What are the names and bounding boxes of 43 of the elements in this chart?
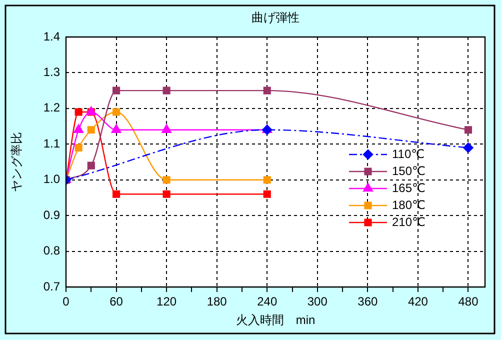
y-tick-label: 0.8	[43, 244, 60, 258]
y-tick-label: 1.3	[43, 65, 60, 80]
point	[463, 142, 474, 153]
point	[464, 126, 472, 134]
x-axis-title: 火入時間 min	[236, 313, 316, 328]
x-tick-label: 300	[307, 294, 328, 309]
point	[87, 126, 95, 134]
y-tick-label: 1.0	[43, 172, 60, 186]
legend-label: 110℃	[392, 146, 425, 161]
point	[162, 86, 170, 94]
x-tick-label: 420	[408, 294, 428, 309]
point	[263, 86, 271, 94]
point	[162, 124, 172, 133]
x-tick-label: 360	[358, 294, 378, 309]
y-tick-label: 0.7	[43, 279, 60, 294]
x-tick-label: 0	[62, 294, 70, 309]
legend-label: 150℃	[392, 164, 426, 178]
y-tick-label: 1.2	[43, 100, 60, 115]
point	[74, 124, 84, 133]
y-tick-label: 1.1	[43, 136, 60, 150]
point	[112, 86, 120, 94]
y-axis-title: ヤング率比	[10, 132, 24, 192]
x-tick-label: 480	[458, 294, 479, 309]
point	[112, 190, 120, 198]
x-tick-label: 240	[257, 294, 278, 309]
x-tick-label: 180	[206, 294, 228, 309]
point	[263, 176, 271, 184]
legend-label: 180℃	[392, 198, 426, 212]
point	[263, 190, 271, 198]
point	[74, 108, 82, 116]
point	[74, 144, 82, 152]
chart-title: 曲げ弾性	[252, 10, 300, 24]
point	[162, 176, 170, 184]
point	[112, 108, 120, 116]
point	[111, 124, 122, 133]
legend-label: 210℃	[392, 214, 426, 229]
x-tick-label: 60	[110, 294, 124, 309]
point	[87, 162, 95, 170]
y-tick-label: 0.9	[43, 208, 60, 222]
y-tick-label: 1.4	[43, 29, 60, 44]
x-tick-label: 120	[156, 294, 177, 309]
point	[162, 190, 170, 198]
legend-label: 165℃	[392, 180, 426, 195]
